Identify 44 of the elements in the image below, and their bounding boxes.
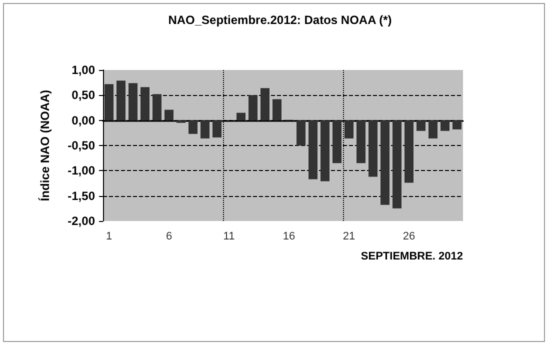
bar [320,120,330,182]
x-tick-label: 16 [282,230,296,242]
y-tick-label: 0,50 [72,88,96,102]
bar [200,120,210,138]
y-tick-label: -0,50 [68,138,96,152]
bar [164,110,174,120]
bar [128,83,138,120]
bar [212,120,222,138]
x-tick-label: 21 [342,230,356,242]
bar [140,87,150,120]
x-tick-label: 26 [402,230,416,242]
bar [356,120,366,164]
y-tick-label: -1,00 [68,164,96,178]
x-tick-label: 1 [106,230,112,242]
bar [188,120,198,134]
y-tick-label: -1,50 [68,188,96,203]
bar [236,112,246,120]
x-axis-title: SEPTIEMBRE. 2012 [360,250,463,262]
bar [380,120,390,205]
bar [332,120,342,164]
bar [260,88,270,120]
bar [440,120,450,131]
x-tick-label: 11 [223,230,235,242]
bar [296,120,306,146]
bar [152,94,162,120]
y-tick-label: 1,00 [72,63,96,77]
bar [344,120,354,138]
bar [104,84,114,120]
bar [176,120,186,123]
chart-title: NAO_Septiembre.2012: Datos NOAA (*) [168,13,392,27]
bar [404,120,414,183]
bar [368,120,378,177]
bar [392,120,402,208]
y-tick-label: -2,00 [68,214,96,228]
bar [416,120,426,131]
bar [452,120,462,130]
bar [272,99,282,120]
y-axis-title: Índice NAO (NOAA) [38,90,52,202]
bar [248,95,258,120]
x-tick-label: 6 [166,230,172,242]
bar [308,120,318,180]
bar [116,80,126,120]
y-tick-label: 0,00 [72,113,96,128]
bar [428,120,438,138]
